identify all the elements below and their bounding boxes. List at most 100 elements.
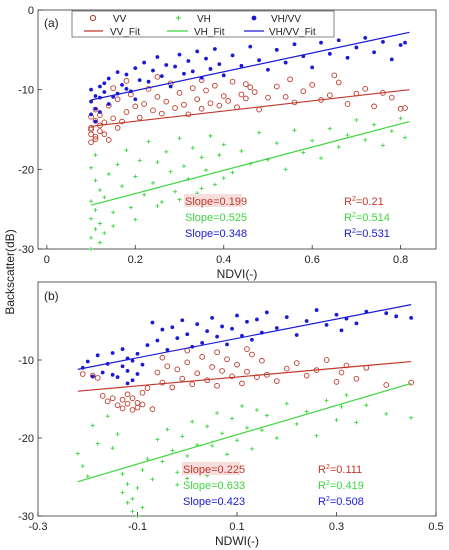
panel-b-vh-vv-point bbox=[354, 321, 359, 326]
panel-b-vv-point bbox=[338, 369, 345, 376]
panel-a-vv-point bbox=[123, 109, 130, 115]
panel-a-slope-ratio: Slope=0.348 bbox=[185, 228, 247, 240]
panel-a-r2-vh: R2=0.514 bbox=[344, 212, 390, 224]
panel-a-vh-point bbox=[102, 231, 107, 236]
panel-b-vh-point bbox=[264, 413, 269, 418]
panel-a-vh-point bbox=[146, 139, 151, 144]
panel-a-y-tick-label: 0 bbox=[28, 5, 34, 17]
panel-b-vv-point bbox=[303, 372, 310, 379]
panel-a-vh-vv-point bbox=[398, 43, 403, 47]
panel-b-frame bbox=[37, 281, 437, 517]
panel-b-vh-point bbox=[339, 404, 344, 409]
panel-a-vh-point bbox=[111, 210, 116, 215]
panel-b-vh-point bbox=[314, 433, 319, 438]
panel-a-y-tick-label: -30 bbox=[18, 244, 34, 256]
panel-a-vh-point bbox=[97, 221, 102, 226]
panel-a-vv-point bbox=[388, 94, 395, 101]
panel-a-vv-point bbox=[172, 105, 178, 111]
panel-b-vh-point bbox=[105, 414, 110, 419]
legend-vh-label: VH bbox=[197, 14, 211, 25]
panel-a-vv-point bbox=[97, 128, 103, 134]
panel-b-vh-vv-point bbox=[210, 315, 215, 320]
panel-b-vh-point bbox=[120, 490, 125, 495]
panel-b-vh-vv-point bbox=[274, 326, 279, 330]
panel-a-vh-vv-point bbox=[102, 81, 107, 86]
panel-a-vv-point bbox=[344, 101, 351, 107]
panel-a-vh-point bbox=[199, 186, 204, 191]
panel-a-vh-vv-point bbox=[177, 52, 182, 57]
panel-a-vh-vv-point bbox=[93, 94, 98, 98]
legend-ratio-marker bbox=[251, 15, 257, 21]
panel-a-vh-vv-point bbox=[146, 79, 151, 84]
panel-a-stats: Slope=0.199 Slope=0.525 Slope=0.348 R2=0… bbox=[184, 194, 390, 240]
panel-a-vh-vv-point bbox=[372, 50, 376, 55]
panel-a-x-tick-label: 0.8 bbox=[393, 254, 408, 266]
panel-b-r2-vh: R2=0.419 bbox=[318, 480, 364, 492]
panel-a-vh-vv-point bbox=[363, 35, 368, 40]
panel-b-x-tick-label: 0.5 bbox=[428, 521, 443, 533]
panel-b-vv-point bbox=[94, 375, 101, 381]
panel-b-vh-point bbox=[85, 474, 90, 479]
panel-a-vh-vv-point bbox=[89, 112, 93, 117]
panel-b-vh-point bbox=[354, 420, 359, 425]
panel-a-vh-point bbox=[102, 195, 107, 200]
panel-b-vh-point bbox=[170, 448, 175, 453]
panel-a-vh-vv-point bbox=[292, 42, 297, 47]
panel-a-vh-point bbox=[221, 142, 226, 147]
panel-a-vv-point bbox=[158, 110, 165, 117]
panel-a-vh-vv-point bbox=[173, 64, 177, 69]
panel-b-vh-vv-point bbox=[195, 322, 200, 327]
panel-a-plot-area bbox=[88, 31, 410, 251]
panel-b-vh-point bbox=[135, 485, 140, 490]
panel-a-axes: 0 0.2 0.4 0.6 0.8 0 -10 -20 -30 bbox=[18, 5, 408, 266]
panel-b-y-tick-label: -20 bbox=[18, 433, 34, 445]
panel-a-vh-vv-point bbox=[106, 76, 111, 81]
panel-b-vv-point bbox=[114, 402, 121, 409]
panel-a-frame bbox=[37, 9, 437, 250]
panel-a-vv-point bbox=[242, 95, 249, 102]
panel-a-vv-point bbox=[287, 76, 293, 83]
panel-b-vh-point bbox=[125, 500, 130, 505]
panel-a-vh-vv-point bbox=[195, 49, 200, 54]
panel-b-vh-point bbox=[175, 470, 180, 475]
panel-a-vh-vv-point bbox=[133, 66, 138, 71]
panel-a-vh-point bbox=[93, 152, 98, 157]
panel-b-vh-vv-point bbox=[255, 317, 259, 322]
panel-b-vh-point bbox=[90, 423, 95, 428]
panel-a-vh-vv-point bbox=[133, 97, 138, 102]
panel-b-vv-point bbox=[283, 365, 290, 372]
panel-b-vh-vv-point bbox=[394, 314, 399, 319]
panel-a-vh-vv-point bbox=[186, 59, 191, 63]
panel-b-vh-point bbox=[120, 471, 125, 476]
panel-b-vh-vv-point bbox=[150, 320, 155, 325]
panel-a-vh-point bbox=[319, 156, 324, 161]
panel-b-vv-point bbox=[323, 357, 330, 363]
panel-b-vh-point bbox=[304, 409, 309, 414]
y-axis-label: Backscatter(dB) bbox=[3, 229, 17, 314]
panel-a-vh-point bbox=[345, 133, 350, 138]
panel-a-vh-vv-point bbox=[217, 62, 222, 67]
panel-b-x-tick-label: -0.1 bbox=[128, 521, 147, 533]
panel-b-vh-vv-point bbox=[170, 325, 175, 330]
panel-b-vh-vv-point bbox=[250, 337, 254, 342]
panel-b-vh-vv-point bbox=[130, 378, 135, 383]
panel-b-vh-point bbox=[125, 482, 130, 487]
panel-b-axes: -0.3 -0.1 0.1 0.3 0.5 -10 -20 -30 bbox=[18, 355, 444, 533]
panel-b-vh-point bbox=[160, 459, 165, 464]
panel-a-vv-point bbox=[154, 74, 161, 80]
panel-a-vh-point bbox=[217, 152, 222, 157]
panel-a-vv-point bbox=[216, 102, 223, 109]
panel-a-vh-point bbox=[380, 143, 385, 148]
panel-b-vh-vv-point bbox=[225, 342, 229, 347]
panel-a-vh-point bbox=[292, 128, 297, 133]
panel-b-vh-fit-line bbox=[77, 382, 412, 483]
panel-b-vh-point bbox=[130, 509, 135, 514]
panel-a-vv-point bbox=[238, 91, 245, 98]
panel-a-vv-point bbox=[327, 92, 333, 99]
panel-a-vh-vv-point bbox=[319, 40, 323, 45]
panel-b-vh-vv-point bbox=[409, 315, 414, 320]
panel-b-vh-vv-point bbox=[230, 326, 234, 331]
panel-a-vh-point bbox=[283, 167, 288, 172]
panel-b-vh-vv-point bbox=[264, 310, 269, 315]
panel-b-vh-point bbox=[259, 428, 264, 433]
